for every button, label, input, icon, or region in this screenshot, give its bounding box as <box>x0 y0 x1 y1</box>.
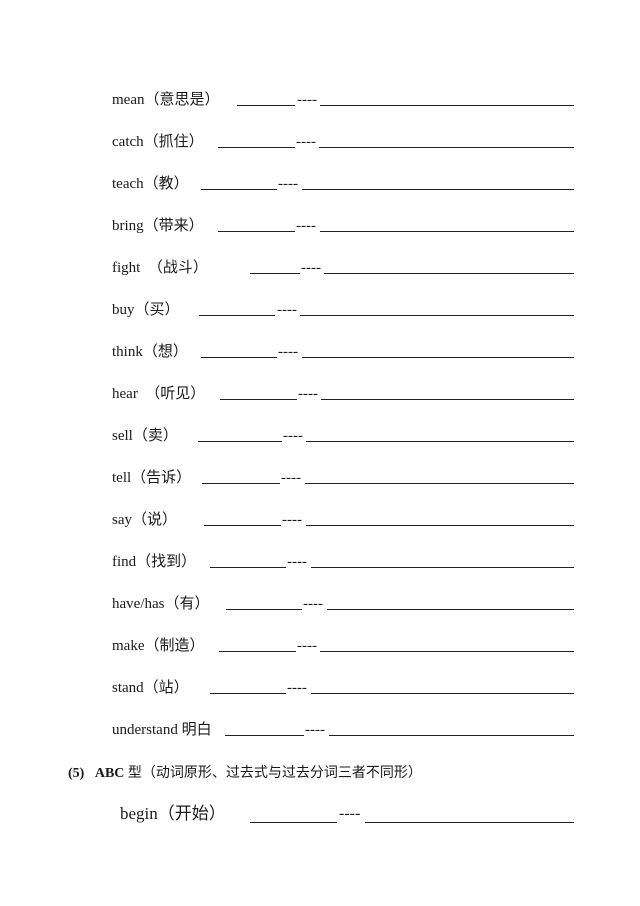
past-tense-blank[interactable] <box>220 399 297 400</box>
word-label: understand 明白 <box>112 722 212 738</box>
past-tense-blank[interactable] <box>198 441 282 442</box>
separator-dashes: ---- <box>278 344 298 360</box>
exercise-row: sell（卖） ---- <box>0 426 640 450</box>
past-tense-blank[interactable] <box>225 735 304 736</box>
separator-dashes: ---- <box>303 596 323 612</box>
separator-dashes: ---- <box>282 512 302 528</box>
exercise-row: think（想） ---- <box>0 342 640 366</box>
exercise-row: mean（意思是） ---- <box>0 90 640 114</box>
past-participle-blank[interactable] <box>321 399 574 400</box>
past-tense-blank[interactable] <box>210 693 286 694</box>
past-tense-blank[interactable] <box>202 483 280 484</box>
section-heading: (5) ABC 型（动词原形、过去式与过去分词三者不同形） <box>68 764 422 784</box>
separator-dashes: ---- <box>297 638 317 654</box>
exercise-row: find（找到） ---- <box>0 552 640 576</box>
word-label: mean（意思是） <box>112 92 220 108</box>
past-tense-blank[interactable] <box>204 525 281 526</box>
past-tense-blank[interactable] <box>201 189 277 190</box>
past-participle-blank[interactable] <box>320 651 574 652</box>
separator-dashes: ---- <box>287 554 307 570</box>
past-participle-blank[interactable] <box>319 147 574 148</box>
exercise-row: teach（教） ---- <box>0 174 640 198</box>
exercise-row: say（说） ---- <box>0 510 640 534</box>
past-tense-blank[interactable] <box>250 822 337 823</box>
past-participle-blank[interactable] <box>306 441 574 442</box>
separator-dashes: ---- <box>296 218 316 234</box>
past-participle-blank[interactable] <box>327 609 574 610</box>
past-tense-blank[interactable] <box>226 609 302 610</box>
past-participle-blank[interactable] <box>302 357 574 358</box>
past-tense-blank[interactable] <box>201 357 277 358</box>
exercise-row: bring（带来） ---- <box>0 216 640 240</box>
separator-dashes: ---- <box>281 470 301 486</box>
past-participle-blank[interactable] <box>320 231 574 232</box>
past-participle-blank[interactable] <box>324 273 574 274</box>
past-participle-blank[interactable] <box>302 189 574 190</box>
word-label: tell（告诉） <box>112 470 192 486</box>
separator-dashes: ---- <box>301 260 321 276</box>
past-participle-blank[interactable] <box>311 567 574 568</box>
past-tense-blank[interactable] <box>199 315 275 316</box>
word-label: bring（带来） <box>112 218 204 234</box>
past-participle-blank[interactable] <box>311 693 574 694</box>
exercise-row: have/has（有） ---- <box>0 594 640 618</box>
word-label: hear （听见） <box>112 386 206 402</box>
separator-dashes: ---- <box>298 386 318 402</box>
exercise-row: begin（开始） ---- <box>0 804 640 828</box>
past-tense-blank[interactable] <box>250 273 300 274</box>
separator-dashes: ---- <box>278 176 298 192</box>
exercise-row: catch（抓住） ---- <box>0 132 640 156</box>
exercise-row: stand（站） ---- <box>0 678 640 702</box>
separator-dashes: ---- <box>283 428 303 444</box>
section-title: 型（动词原形、过去式与过去分词三者不同形） <box>124 766 422 781</box>
separator-dashes: ---- <box>296 134 316 150</box>
past-tense-blank[interactable] <box>219 651 296 652</box>
exercise-row: tell（告诉） ---- <box>0 468 640 492</box>
word-label: say（说） <box>112 512 177 528</box>
past-participle-blank[interactable] <box>365 822 574 823</box>
exercise-row: fight （战斗） ---- <box>0 258 640 282</box>
word-label: have/has（有） <box>112 596 210 612</box>
word-label: think（想） <box>112 344 188 360</box>
word-label: fight （战斗） <box>112 260 208 276</box>
word-label: find（找到） <box>112 554 197 570</box>
section-number: (5) <box>68 766 85 781</box>
word-label: make（制造） <box>112 638 205 654</box>
exercise-row: buy（买） ---- <box>0 300 640 324</box>
separator-dashes: ---- <box>339 805 361 822</box>
word-label: sell（卖） <box>112 428 178 444</box>
separator-dashes: ---- <box>287 680 307 696</box>
separator-dashes: ---- <box>305 722 325 738</box>
word-label: teach（教） <box>112 176 189 192</box>
past-participle-blank[interactable] <box>320 105 574 106</box>
past-tense-blank[interactable] <box>210 567 286 568</box>
word-label: begin（开始） <box>120 804 226 823</box>
exercise-row: make（制造） ---- <box>0 636 640 660</box>
past-tense-blank[interactable] <box>218 231 295 232</box>
past-participle-blank[interactable] <box>329 735 574 736</box>
exercise-row: hear （听见） ---- <box>0 384 640 408</box>
past-tense-blank[interactable] <box>218 147 295 148</box>
separator-dashes: ---- <box>297 92 317 108</box>
word-label: catch（抓住） <box>112 134 204 150</box>
past-tense-blank[interactable] <box>237 105 295 106</box>
past-participle-blank[interactable] <box>300 315 574 316</box>
past-participle-blank[interactable] <box>305 483 574 484</box>
section-type: ABC <box>94 766 125 781</box>
past-participle-blank[interactable] <box>306 525 574 526</box>
word-label: buy（买） <box>112 302 180 318</box>
separator-dashes: ---- <box>277 302 297 318</box>
word-label: stand（站） <box>112 680 189 696</box>
exercise-row: understand 明白 ---- <box>0 720 640 744</box>
